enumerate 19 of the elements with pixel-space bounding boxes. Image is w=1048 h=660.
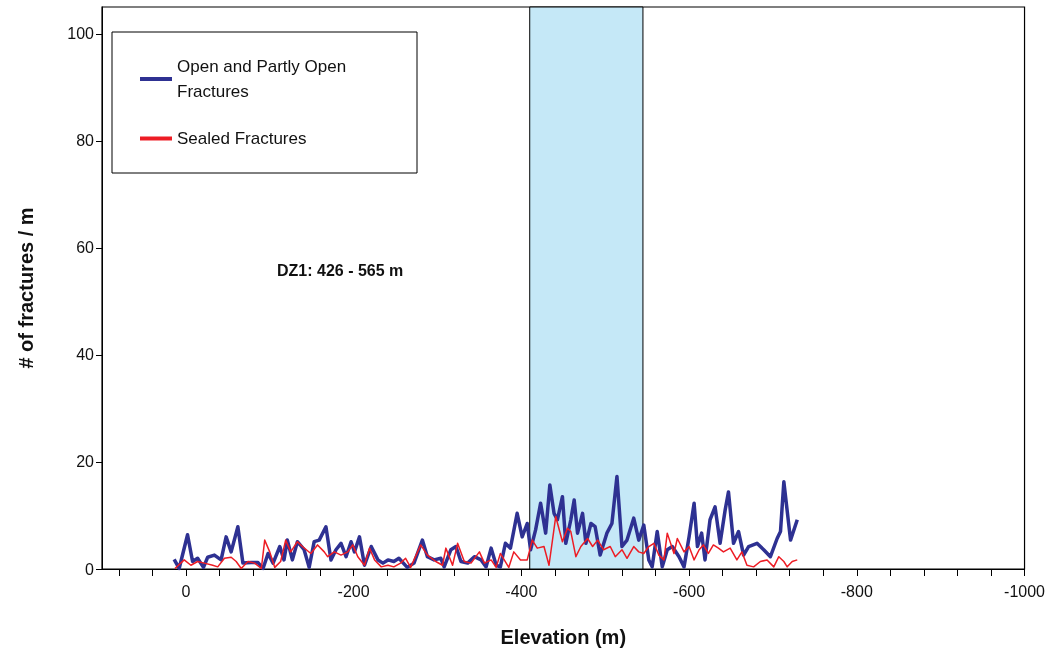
legend-label: Open and Partly Open Fractures xyxy=(177,57,351,101)
x-tick-label: -200 xyxy=(337,582,370,600)
y-tick-label: 20 xyxy=(76,453,95,471)
y-tick-label: 60 xyxy=(76,239,95,257)
y-tick-label: 100 xyxy=(67,25,95,43)
line-series xyxy=(174,515,799,570)
y-tick-label: 80 xyxy=(76,132,95,150)
annotation: DZ1: 426 - 565 m xyxy=(277,261,404,279)
legend-label: Sealed Fractures xyxy=(177,129,307,148)
x-tick-label: -600 xyxy=(673,582,706,600)
x-tick-label: 0 xyxy=(181,582,191,600)
y-tick-label: 0 xyxy=(85,560,95,578)
x-tick-label: -1000 xyxy=(1004,582,1046,600)
y-tick-label: 40 xyxy=(76,346,95,364)
x-axis-title: Elevation (m) xyxy=(500,626,627,648)
x-tick-label: -400 xyxy=(505,582,538,600)
x-tick-label: -800 xyxy=(840,582,873,600)
line-series xyxy=(172,474,800,571)
y-axis-title: # of fractures / m xyxy=(15,207,37,369)
